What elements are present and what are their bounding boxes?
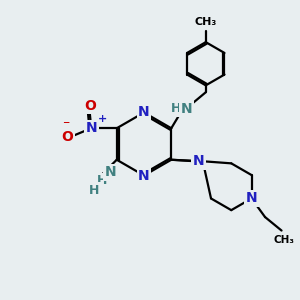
Text: N: N: [181, 102, 192, 116]
Text: N: N: [193, 154, 204, 168]
Text: N: N: [246, 191, 257, 206]
Text: O: O: [84, 99, 96, 113]
Text: O: O: [61, 130, 73, 144]
Text: ⁻: ⁻: [62, 118, 70, 132]
Text: N: N: [85, 121, 97, 135]
Text: H: H: [89, 184, 99, 197]
Text: N: N: [138, 106, 150, 119]
Text: CH₃: CH₃: [273, 235, 294, 244]
Text: H: H: [97, 174, 107, 187]
Text: H: H: [171, 102, 181, 115]
Text: N: N: [138, 169, 150, 182]
Text: N: N: [104, 165, 116, 179]
Text: +: +: [98, 114, 107, 124]
Text: CH₃: CH₃: [195, 17, 217, 27]
